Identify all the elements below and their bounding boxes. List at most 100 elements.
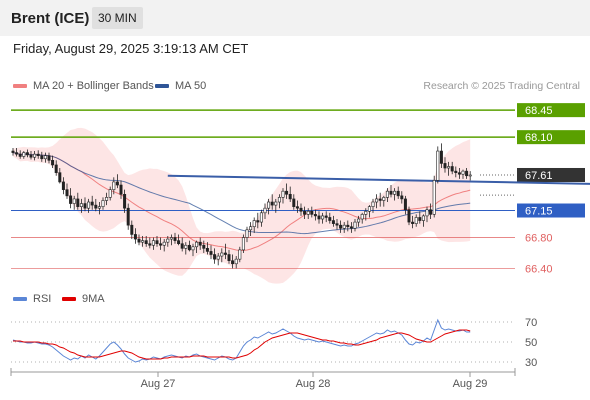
candle-body	[25, 152, 29, 156]
candle-body	[396, 190, 400, 197]
candle-body	[216, 255, 220, 260]
candle-body	[234, 258, 238, 265]
candle-body	[202, 244, 206, 249]
candle-body	[97, 206, 101, 209]
candle-body	[94, 204, 98, 209]
candle-body	[411, 221, 415, 224]
candle-body	[105, 197, 109, 201]
candle-body	[306, 210, 310, 215]
candle-body	[468, 174, 472, 177]
candle-body	[457, 172, 461, 175]
candle-body	[342, 224, 346, 229]
candle-body	[317, 215, 321, 220]
candle-body	[137, 238, 141, 243]
rsi-tick-50: 50	[525, 337, 537, 349]
candle-body	[450, 166, 454, 172]
candle-body	[40, 155, 44, 160]
trendline	[167, 174, 590, 185]
candle-body	[389, 190, 393, 195]
candle-body	[126, 207, 130, 226]
candle-body	[447, 166, 451, 169]
candle-body	[288, 193, 292, 200]
candle-body	[382, 197, 386, 201]
candle-body	[198, 241, 202, 246]
candle-body	[364, 210, 368, 215]
candle-body	[385, 190, 389, 198]
candle-body	[403, 198, 407, 211]
rsi-swatch	[13, 297, 27, 301]
candle-body	[425, 209, 429, 217]
candle-body	[184, 244, 188, 249]
candle-body	[292, 198, 296, 207]
candle-body	[432, 180, 436, 215]
candle-body	[378, 198, 382, 201]
candle-body	[43, 155, 47, 160]
candle-body	[123, 193, 127, 209]
candle-body	[83, 203, 87, 209]
candle-body	[310, 210, 314, 215]
rsi-tick-70: 70	[525, 317, 537, 329]
candle-body	[285, 190, 289, 195]
candle-body	[162, 241, 166, 246]
candle-body	[331, 220, 335, 224]
legend-ma50: MA 50	[155, 80, 206, 92]
candle-body	[22, 152, 26, 157]
candle-body	[133, 234, 137, 240]
level-label-68.10: 68.10	[525, 132, 553, 144]
candle-body	[267, 201, 271, 209]
candle-body	[274, 201, 278, 206]
candle-body	[349, 226, 353, 229]
candle-body	[187, 244, 191, 251]
candle-body	[313, 214, 317, 217]
candle-body	[115, 181, 119, 186]
candle-body	[281, 190, 285, 198]
candle-body	[367, 206, 371, 212]
candle-body	[108, 189, 112, 198]
candle-body	[324, 215, 328, 218]
candle-body	[295, 206, 299, 209]
candle-body	[407, 209, 411, 223]
chart-datetime: Friday, August 29, 2025 3:19:13 AM CET	[13, 41, 249, 56]
candle-body	[15, 152, 19, 155]
candle-body	[436, 150, 440, 181]
bollinger-swatch	[13, 84, 27, 88]
interval-badge[interactable]: 30 MIN	[92, 7, 143, 29]
candle-body	[400, 195, 404, 200]
x-tick-label: Aug 28	[296, 378, 331, 390]
rsi-series-RSI	[12, 318, 471, 363]
level-badge-68.10	[517, 130, 585, 145]
candle-body	[209, 251, 213, 255]
candle-body	[245, 229, 249, 238]
level-badge-68.45	[517, 103, 585, 118]
candle-body	[205, 248, 209, 252]
candle-body	[353, 221, 357, 229]
candle-body	[213, 254, 217, 260]
rsi-tick-30: 30	[525, 357, 537, 369]
candle-body	[421, 215, 425, 221]
candle-body	[256, 220, 260, 223]
rsi-ma-swatch	[62, 297, 76, 301]
level-badge-67.15	[517, 203, 585, 218]
legend-rsi-ma-label: 9MA	[82, 293, 105, 305]
instrument-title: Brent (ICE)	[11, 10, 90, 27]
candle-body	[141, 240, 145, 243]
candle-body	[51, 160, 55, 166]
candle-body	[33, 153, 37, 158]
candle-body	[87, 201, 91, 209]
candle-body	[241, 237, 245, 251]
candle-body	[227, 254, 231, 261]
candle-body	[371, 201, 375, 207]
candle-body	[166, 238, 170, 243]
candle-body	[259, 212, 263, 223]
x-axis: Aug 27 Aug 28 Aug 29	[10, 368, 516, 390]
legend-ma50-label: MA 50	[175, 80, 207, 92]
candle-body	[277, 197, 281, 203]
level-badge-67.61	[517, 167, 585, 182]
legend-bollinger-label: MA 20 + Bollinger Bands	[33, 80, 154, 92]
candle-body	[461, 170, 465, 175]
ma50-swatch	[155, 84, 169, 88]
candle-body	[11, 150, 15, 153]
candle-body	[29, 154, 33, 158]
candle-body	[439, 150, 443, 164]
